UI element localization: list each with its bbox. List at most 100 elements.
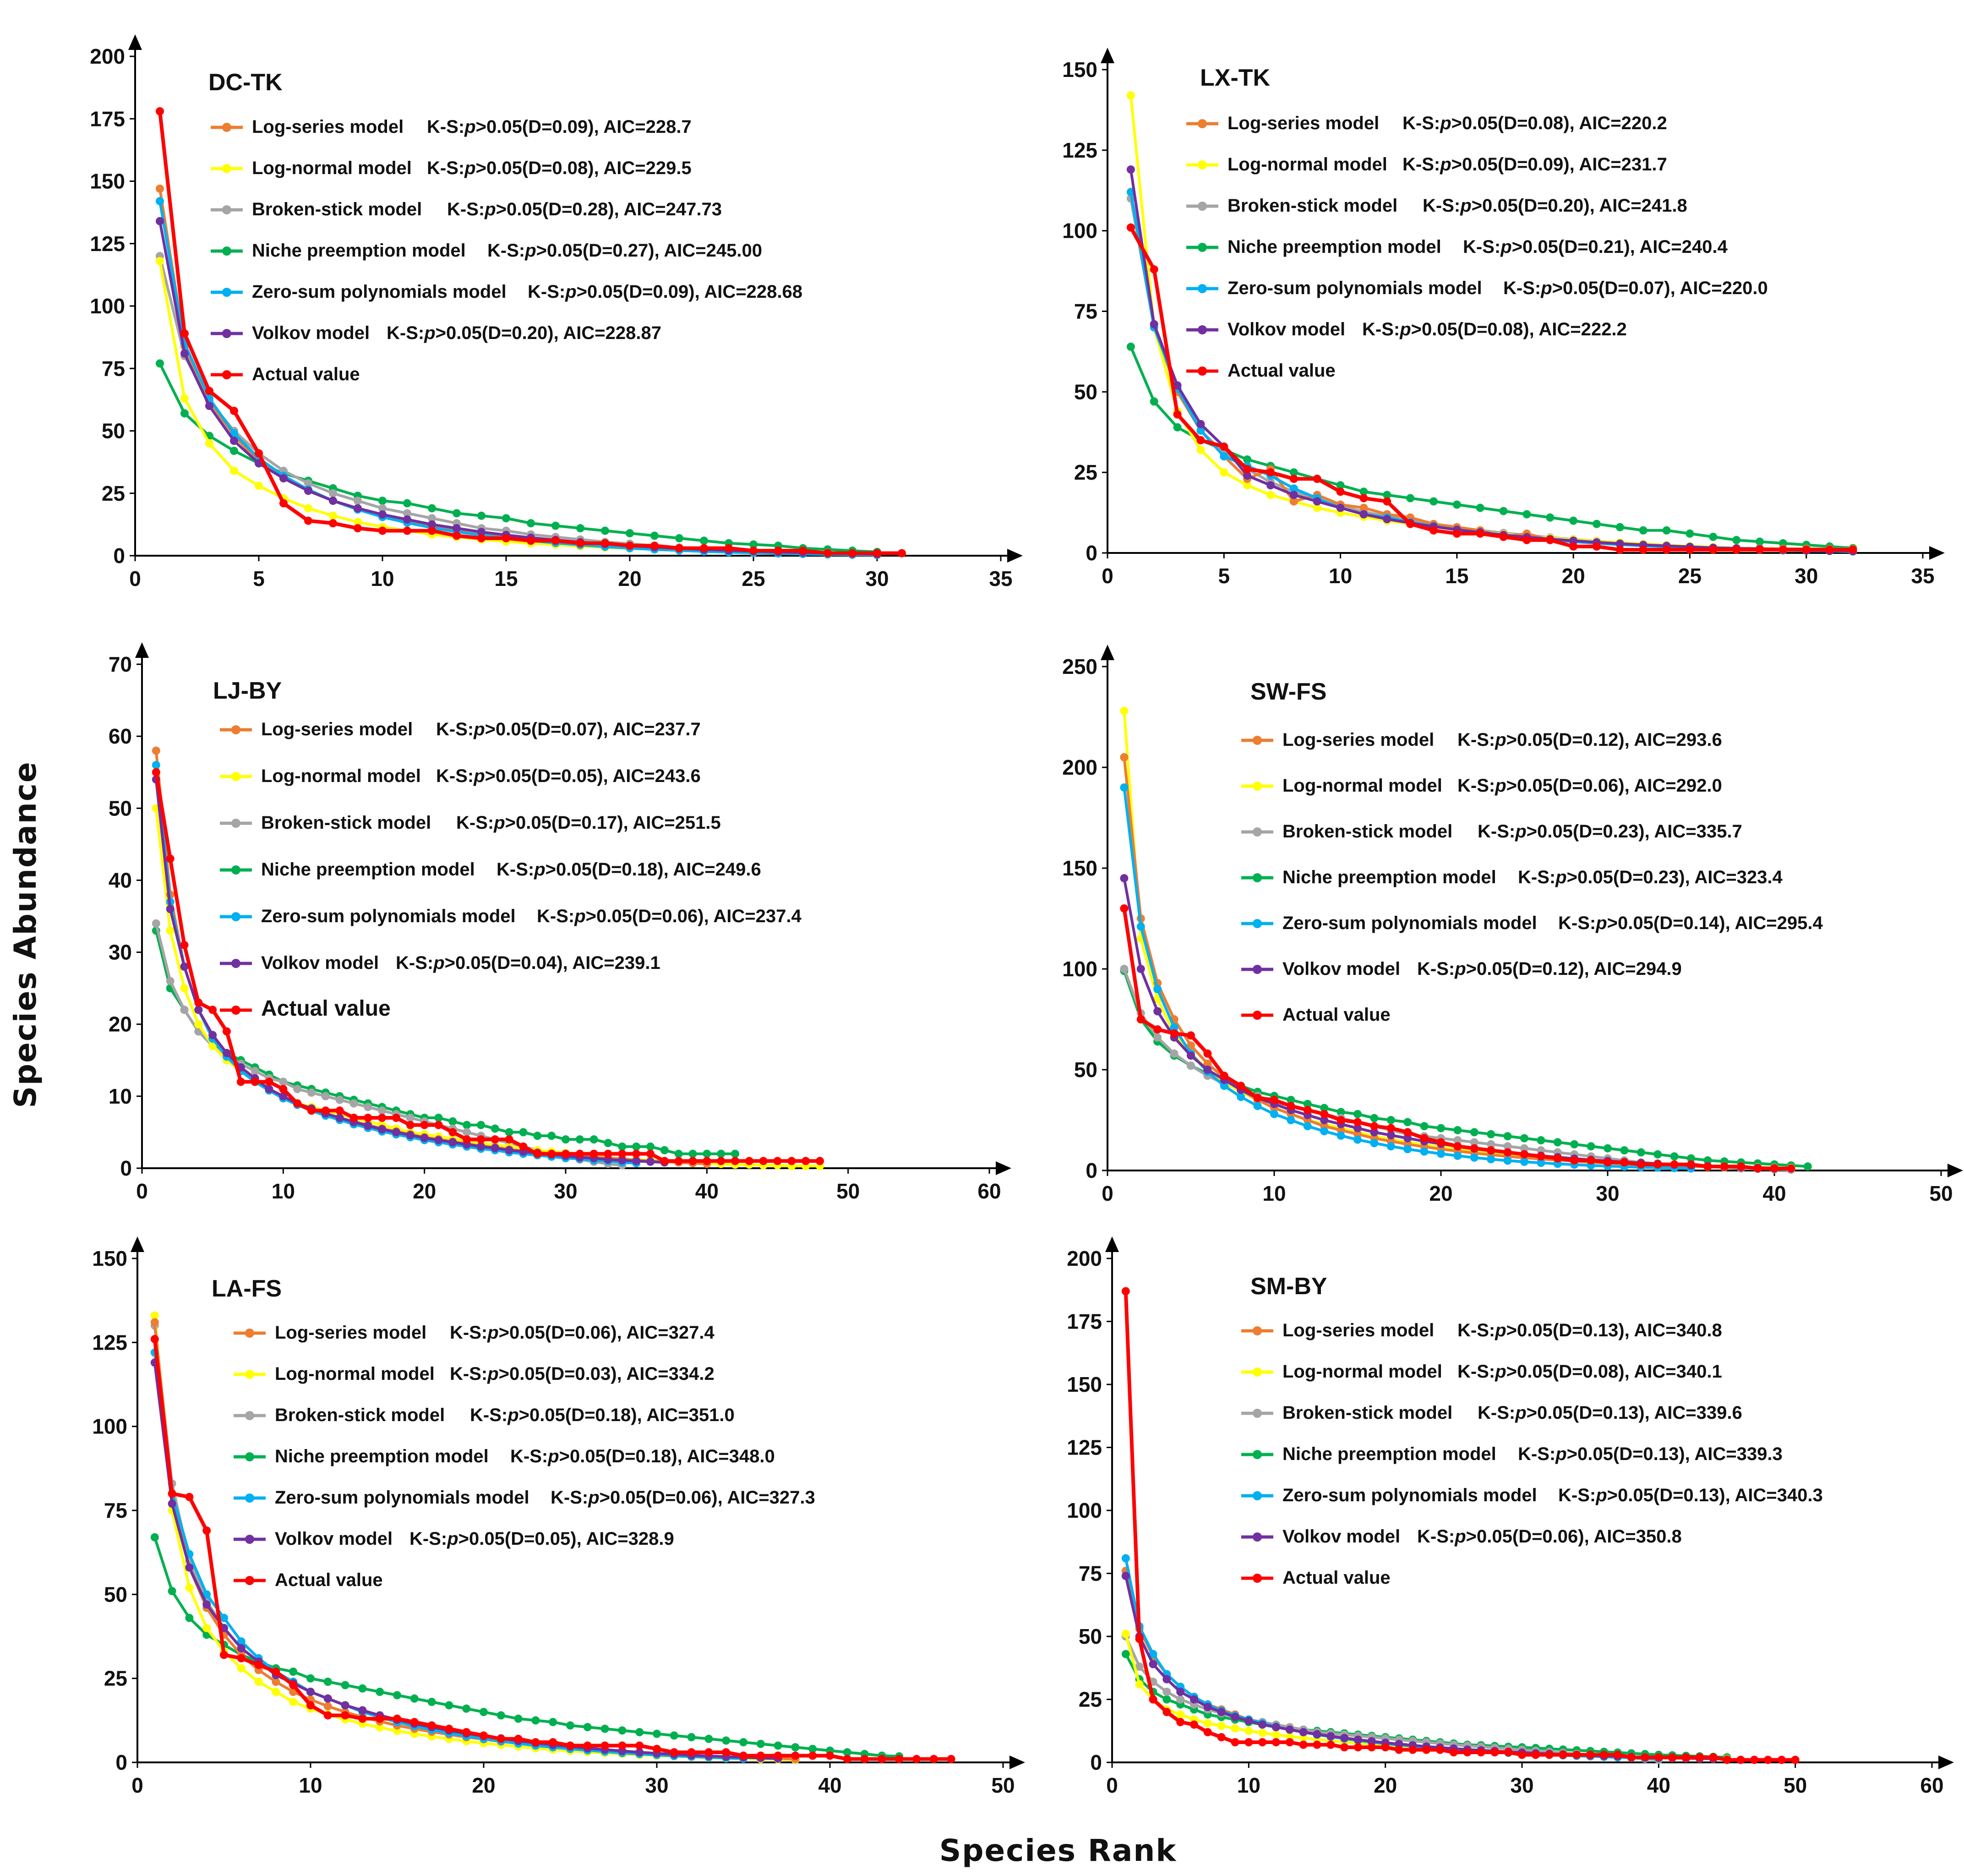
data-point: [632, 1142, 641, 1151]
data-point: [358, 1684, 367, 1693]
data-point: [329, 497, 337, 505]
y-axis-arrow: [1101, 48, 1114, 63]
y-axis-arrow: [131, 1236, 144, 1252]
data-point: [220, 1651, 228, 1659]
panel-dc-tk: 0 5 10 15 20 25 30 35 0 25 50 75 100 125 150 175 200 DC-T…: [90, 34, 1023, 591]
data-point: [1770, 1164, 1779, 1173]
data-point: [306, 1701, 315, 1710]
legend-item-zero-sum-polynomials-model: Zero-sum polynomials model K-S:p>0.05(D=0…: [1186, 278, 1768, 298]
data-point: [1639, 526, 1648, 535]
data-point: [898, 549, 906, 558]
data-point: [477, 1142, 485, 1151]
data-point: [1340, 1734, 1349, 1742]
data-point: [505, 1146, 513, 1154]
data-point: [1420, 1134, 1429, 1143]
data-point: [1709, 532, 1718, 541]
data-point: [791, 1751, 800, 1760]
data-point: [1237, 1093, 1245, 1101]
data-point: [802, 1157, 810, 1165]
data-point: [1367, 1737, 1376, 1745]
data-point: [230, 429, 238, 438]
data-point: [1337, 1116, 1345, 1124]
x-tick-label: 60: [977, 1179, 1001, 1203]
x-tick-label: 35: [989, 567, 1012, 591]
data-point: [335, 1106, 344, 1115]
legend-label: Log-series model: [1282, 730, 1434, 750]
data-point: [364, 1121, 372, 1130]
data-point: [1359, 487, 1368, 496]
data-point: [688, 1157, 697, 1165]
data-point: [150, 1311, 159, 1320]
data-point: [392, 1114, 400, 1122]
data-point: [1150, 265, 1158, 274]
y-tick-label: 100: [1062, 219, 1097, 243]
data-point: [150, 1318, 159, 1327]
legend-swatch-dot: [1253, 1450, 1262, 1459]
data-point: [272, 1678, 280, 1686]
data-point: [1121, 1650, 1130, 1658]
data-point: [477, 511, 486, 520]
y-tick-label: 30: [109, 941, 132, 964]
y-tick-label: 125: [92, 1330, 127, 1354]
legend-stat: K-S:p>0.05(D=0.09), AIC=228.7: [427, 117, 692, 137]
data-point: [378, 504, 387, 513]
data-point: [445, 1724, 453, 1733]
data-point: [223, 1049, 231, 1057]
data-point: [1285, 1725, 1294, 1734]
y-tick-label: 200: [1062, 755, 1097, 779]
data-point: [427, 1721, 436, 1730]
data-point: [1653, 1150, 1662, 1159]
data-point: [230, 406, 238, 415]
legend-stat: K-S:p>0.05(D=0.20), AIC=241.8: [1423, 196, 1687, 216]
data-point: [635, 1728, 644, 1736]
legend-item-niche-preemption-model: Niche preemption model K-S:p>0.05(D=0.21)…: [1186, 237, 1728, 257]
legend-item-zero-sum-polynomials-model: Zero-sum polynomials model K-S:p>0.05(D=0…: [1241, 913, 1823, 933]
data-point: [403, 509, 411, 518]
data-point: [1337, 1131, 1345, 1140]
data-point: [205, 439, 213, 448]
legend-swatch-dot: [222, 123, 231, 132]
y-tick-label: 25: [104, 1667, 127, 1690]
y-tick-label: 70: [109, 652, 132, 676]
y-tick-label: 0: [113, 544, 125, 568]
data-point: [1220, 1082, 1228, 1090]
data-point: [1370, 1114, 1379, 1122]
data-point: [1243, 481, 1252, 490]
data-point: [341, 1701, 349, 1710]
data-point: [428, 514, 436, 523]
data-point: [427, 1698, 436, 1706]
legend-swatch-dot: [1198, 243, 1207, 252]
data-point: [703, 1157, 711, 1165]
data-point: [1383, 515, 1391, 524]
data-point: [1187, 1051, 1195, 1060]
data-point: [1569, 536, 1578, 545]
data-point: [307, 1088, 316, 1097]
series-line: [153, 1339, 951, 1761]
data-point: [1604, 1144, 1612, 1153]
data-point: [1313, 497, 1321, 506]
x-tick-label: 60: [1920, 1773, 1943, 1797]
data-point: [1231, 1713, 1239, 1721]
data-point: [1126, 165, 1135, 174]
data-point: [1395, 1745, 1403, 1754]
x-tick-label: 10: [299, 1773, 322, 1797]
legend-swatch-dot: [1253, 1574, 1262, 1583]
data-point: [601, 539, 609, 547]
data-point: [1162, 1675, 1171, 1684]
data-point: [1126, 342, 1135, 351]
data-point: [1686, 529, 1694, 538]
data-point: [1150, 320, 1158, 328]
data-point: [279, 1085, 288, 1094]
legend-label: Log-normal model: [1282, 776, 1442, 796]
data-point: [1750, 1756, 1759, 1764]
x-tick-label: 0: [1102, 564, 1113, 588]
data-point: [1313, 1730, 1321, 1739]
data-point: [462, 1728, 471, 1736]
data-point: [745, 1157, 753, 1165]
data-point: [403, 526, 411, 535]
x-tick-label: 10: [1262, 1181, 1286, 1205]
data-point: [477, 1121, 485, 1129]
legend-item-actual-value: Actual value: [220, 996, 391, 1021]
legend-label: Volkov model: [261, 953, 379, 973]
data-point: [480, 1708, 488, 1716]
